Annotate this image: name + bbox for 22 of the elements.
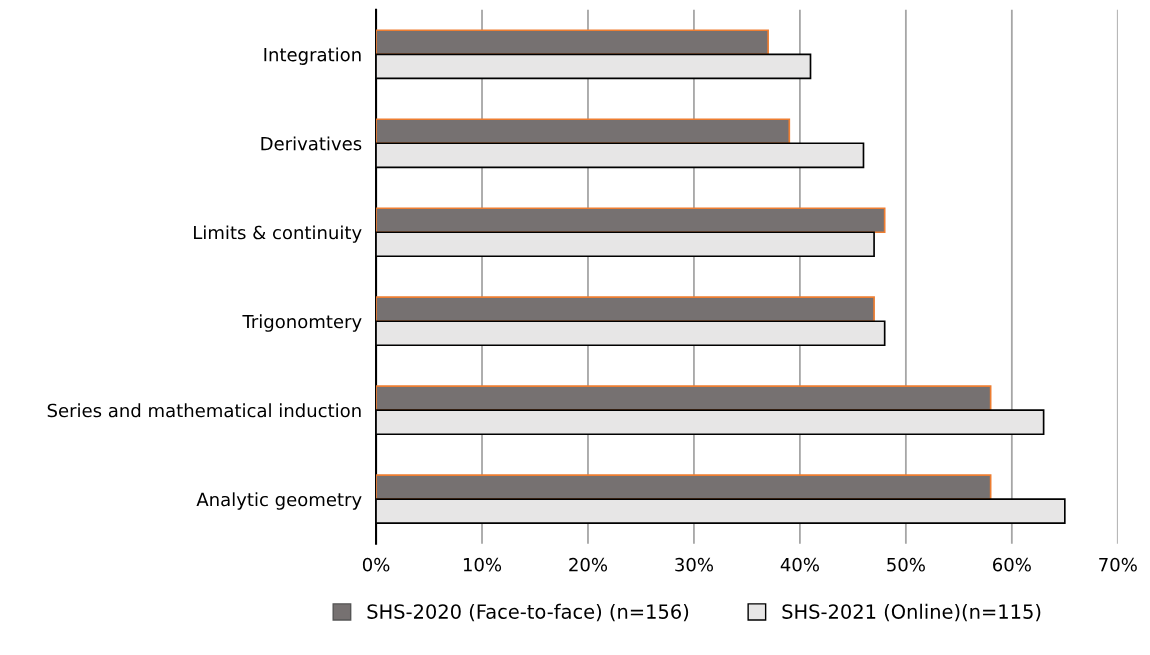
- y-tick-label: Analytic geometry: [196, 492, 362, 510]
- x-tick-label: 10%: [463, 557, 502, 572]
- legend-label: SHS-2021 (Online)(n=115): [782, 603, 1041, 622]
- x-tick-label: 0%: [362, 557, 390, 572]
- y-tick-label: Integration: [264, 47, 361, 65]
- bar: [376, 296, 875, 323]
- bar: [376, 207, 886, 234]
- bar: [376, 118, 791, 145]
- x-tick-label: 50%: [887, 557, 925, 572]
- y-tick-label: Limits & continuity: [194, 225, 362, 243]
- x-tick-label: 40%: [780, 557, 819, 572]
- legend-label: SHS-2020 (Face-to-face) (n=156): [367, 603, 689, 622]
- y-tick-label: Trigonomtery: [242, 314, 362, 332]
- x-tick-label: 60%: [993, 557, 1031, 572]
- bar: [376, 29, 769, 56]
- bar: [376, 474, 992, 500]
- x-tick-label: 20%: [569, 557, 608, 572]
- bar: [376, 385, 992, 412]
- x-tick-label: 30%: [675, 557, 714, 572]
- y-tick-label: Derivatives: [261, 136, 362, 151]
- x-tick-label: 70%: [1099, 557, 1137, 572]
- y-tick-label: Series and mathematical induction: [47, 403, 361, 418]
